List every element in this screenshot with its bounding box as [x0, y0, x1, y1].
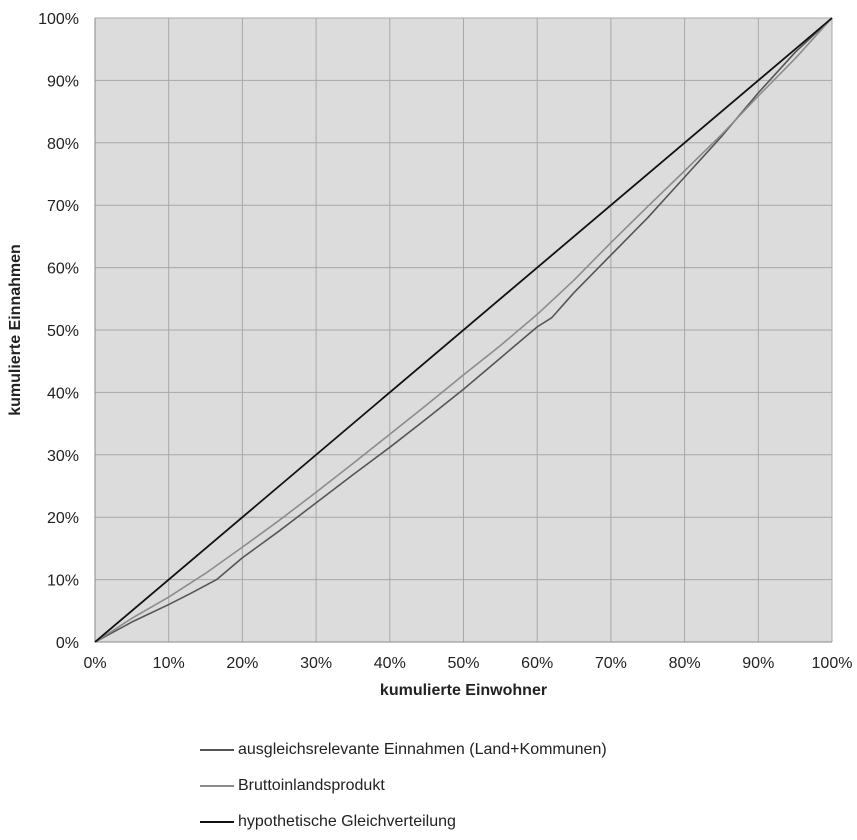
legend-swatch-ausgleichsrelevante-einnahmen — [200, 749, 234, 751]
y-tick-label: 100% — [38, 11, 79, 28]
y-tick-label: 20% — [47, 510, 79, 527]
y-tick-label: 80% — [47, 136, 79, 153]
x-tick-label: 80% — [669, 655, 701, 672]
y-tick-label: 0% — [56, 635, 79, 652]
y-tick-label: 40% — [47, 385, 79, 402]
x-tick-label: 60% — [521, 655, 553, 672]
y-tick-label: 70% — [47, 198, 79, 215]
y-tick-label: 50% — [47, 323, 79, 340]
grid-lines — [94, 17, 833, 643]
legend: ausgleichsrelevante Einnahmen (Land+Komm… — [200, 732, 800, 840]
y-tick-label: 90% — [47, 73, 79, 90]
y-tick-label: 30% — [47, 448, 79, 465]
x-tick-label: 100% — [812, 655, 853, 672]
x-tick-labels: 0% 10% 20% 30% 40% 50% 60% 70% 80% 90% 100% — [83, 655, 852, 672]
axes — [94, 18, 832, 643]
x-tick-label: 20% — [226, 655, 258, 672]
x-tick-label: 10% — [153, 655, 185, 672]
legend-swatch-bruttoinlandsprodukt — [200, 785, 234, 787]
legend-label: Bruttoinlandsprodukt — [238, 777, 385, 794]
x-axis-title: kumulierte Einwohner — [380, 682, 547, 699]
y-tick-labels: 0% 10% 20% 30% 40% 50% 60% 70% 80% 90% 100% — [38, 11, 79, 652]
series-line-1 — [94, 17, 833, 643]
legend-label: ausgleichsrelevante Einnahmen (Land+Komm… — [238, 741, 607, 758]
legend-label: hypothetische Gleichverteilung — [238, 813, 456, 830]
lorenz-chart: 0% 10% 20% 30% 40% 50% 60% 70% 80% 90% 100% 0% 10% 2… — [7, 11, 852, 699]
x-tick-label: 70% — [595, 655, 627, 672]
data-series — [94, 17, 833, 643]
legend-item-gleichverteilung: hypothetische Gleichverteilung — [200, 804, 800, 840]
legend-swatch-gleichverteilung — [200, 821, 234, 823]
x-tick-label: 90% — [742, 655, 774, 672]
x-tick-label: 30% — [300, 655, 332, 672]
x-tick-label: 40% — [374, 655, 406, 672]
x-tick-label: 50% — [447, 655, 479, 672]
series-line-0 — [94, 17, 833, 643]
x-tick-label: 0% — [83, 655, 106, 672]
legend-item-bruttoinlandsprodukt: Bruttoinlandsprodukt — [200, 768, 800, 804]
legend-item-ausgleichsrelevante-einnahmen: ausgleichsrelevante Einnahmen (Land+Komm… — [200, 732, 800, 768]
y-axis-title: kumulierte Einnahmen — [7, 244, 24, 416]
series-line-2 — [94, 17, 833, 643]
y-tick-label: 10% — [47, 573, 79, 590]
y-tick-label: 60% — [47, 261, 79, 278]
